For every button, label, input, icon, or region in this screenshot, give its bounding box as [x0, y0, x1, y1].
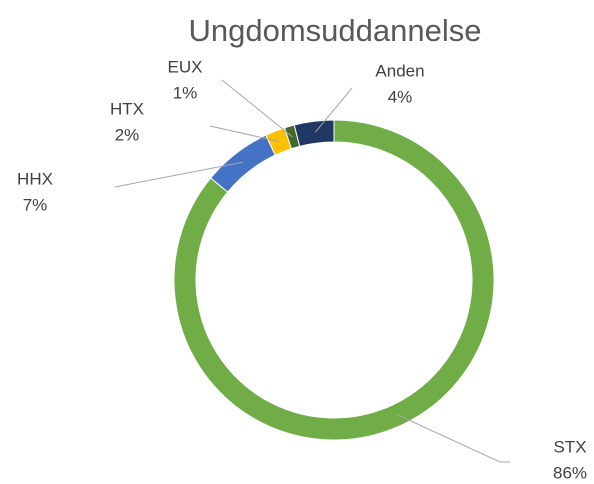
slice-label-name: HHX [17, 169, 53, 188]
slice-label-name: HTX [110, 99, 144, 118]
leader-line [221, 79, 293, 138]
donut-slice [173, 119, 495, 441]
donut-slice [210, 134, 276, 193]
leader-line [397, 414, 510, 463]
slice-label-value: 1% [173, 83, 198, 102]
slice-label-value: 4% [388, 87, 413, 106]
chart-title: Ungdomsuddannelse [189, 13, 482, 48]
donut-slice [293, 119, 335, 147]
slice-label-value: 86% [553, 463, 587, 482]
slice-label-name: Anden [375, 61, 424, 80]
slice-label-name: STX [553, 437, 586, 456]
leader-line [314, 87, 353, 133]
leader-line [209, 125, 280, 142]
slice-label-value: 7% [23, 195, 48, 214]
slice-label-value: 2% [115, 125, 140, 144]
leader-line [114, 161, 243, 188]
slice-label-name: EUX [168, 57, 203, 76]
